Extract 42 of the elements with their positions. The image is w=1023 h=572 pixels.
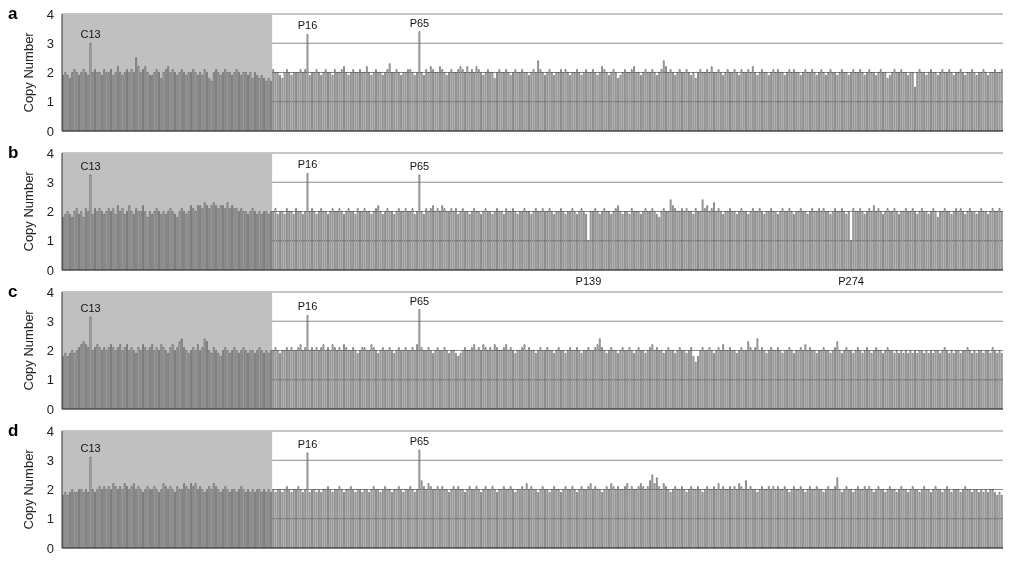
y-tick-label: 4 <box>46 284 54 300</box>
x-tick-label: P274 <box>838 275 864 287</box>
y-axis-title: Copy Number <box>20 31 36 113</box>
y-tick-label: 2 <box>46 482 54 498</box>
y-tick-label: 0 <box>46 262 54 278</box>
y-tick-label: 1 <box>46 511 54 527</box>
y-tick-label: 1 <box>46 372 54 388</box>
y-tick-label: 0 <box>46 123 54 139</box>
y-tick-label: 3 <box>46 452 54 468</box>
y-tick-label: 1 <box>46 94 54 110</box>
x-tick-label: P16 <box>297 437 318 450</box>
y-axis-title: Copy Number <box>20 309 36 391</box>
y-tick-label: 4 <box>46 423 54 439</box>
chart-title: b <box>8 143 19 163</box>
x-tick-label: P16 <box>297 158 318 171</box>
y-tick-label: 2 <box>46 65 54 81</box>
y-tick-label: 4 <box>46 6 54 22</box>
y-axis-title: Copy Number <box>20 448 36 530</box>
x-tick-label: P16 <box>297 300 318 313</box>
x-tick-label: P65 <box>409 16 430 29</box>
x-tick-label: P65 <box>409 435 430 448</box>
y-tick-label: 3 <box>46 313 54 329</box>
y-tick-label: 2 <box>46 343 54 359</box>
x-tick-label: P65 <box>409 294 430 307</box>
x-tick-label: C13 <box>80 28 101 41</box>
y-tick-label: 3 <box>46 35 54 51</box>
y-tick-label: 3 <box>46 174 54 190</box>
x-tick-label: P65 <box>409 159 430 172</box>
y-tick-label: 4 <box>46 145 54 161</box>
x-tick-label: P16 <box>297 19 318 32</box>
y-axis-title: Copy Number <box>20 170 36 252</box>
y-tick-label: 1 <box>46 233 54 249</box>
x-tick-label: C13 <box>80 159 101 172</box>
y-tick-label: 0 <box>46 401 54 417</box>
chart-title: a <box>8 4 18 24</box>
x-tick-label: C13 <box>80 301 101 314</box>
y-tick-label: 2 <box>46 204 54 220</box>
chart-title: c <box>8 282 18 302</box>
x-tick-label: P139 <box>575 275 602 287</box>
chart-title: d <box>8 421 19 441</box>
y-tick-label: 0 <box>46 540 54 556</box>
x-tick-label: C13 <box>80 442 101 455</box>
